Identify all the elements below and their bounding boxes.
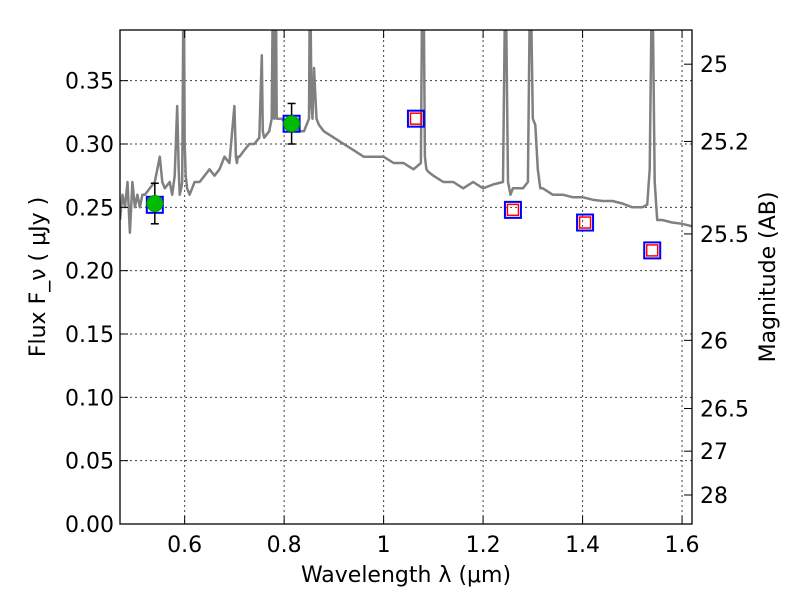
model-spectrum-layer <box>120 30 692 234</box>
y2-tick-label: 26 <box>700 329 728 354</box>
x-axis-title: Wavelength λ (μm) <box>301 563 511 588</box>
photometry-layer <box>145 102 662 260</box>
x-tick-label: 0.6 <box>167 533 202 558</box>
model-spectrum-line <box>120 30 692 234</box>
x-tick-label: 1.6 <box>665 533 700 558</box>
y2-tick-label: 25 <box>700 53 728 78</box>
y-tick-label: 0.25 <box>65 196 114 221</box>
y2-tick-label: 25.5 <box>700 223 749 248</box>
x-tick-label: 0.8 <box>267 533 302 558</box>
y-tick-label: 0.00 <box>65 513 114 538</box>
y-tick-label: 0.10 <box>65 386 114 411</box>
y-axis-title: Flux F_ν ( μJy ) <box>26 197 51 357</box>
y2-tick-label: 25.2 <box>700 130 749 155</box>
model-photometry-point <box>406 109 425 128</box>
y-tick-label: 0.35 <box>65 70 114 95</box>
model-photometry-point <box>576 213 595 232</box>
observed-point <box>146 195 164 213</box>
model-photometry-point <box>503 200 522 219</box>
upper-limit-point <box>578 216 592 229</box>
y-tick-label: 0.20 <box>65 260 114 285</box>
grid-lines <box>120 30 692 525</box>
x-tick-label: 1.4 <box>565 533 600 558</box>
upper-limit-point <box>506 203 520 217</box>
x-tick-label: 1 <box>377 533 391 558</box>
y-tick-label: 0.15 <box>65 323 114 348</box>
observed-point <box>283 115 301 133</box>
plot-frame <box>119 29 693 525</box>
axis-ticks: 0.6 0.8 1 1.2 1.4 1.6 0.00 0.05 0.10 0.15 0.20 0.25… <box>65 30 749 558</box>
model-photometry-point <box>643 241 662 260</box>
upper-limit-point <box>645 244 659 257</box>
y2-tick-label: 27 <box>700 440 728 465</box>
y2-tick-label: 28 <box>700 484 728 509</box>
y2-axis-title: Magnitude (AB) <box>756 192 781 363</box>
y2-tick-label: 26.5 <box>700 397 749 422</box>
y-tick-label: 0.30 <box>65 133 114 158</box>
upper-limit-point <box>409 112 423 125</box>
y-tick-label: 0.05 <box>65 450 114 475</box>
x-tick-label: 1.2 <box>466 533 501 558</box>
